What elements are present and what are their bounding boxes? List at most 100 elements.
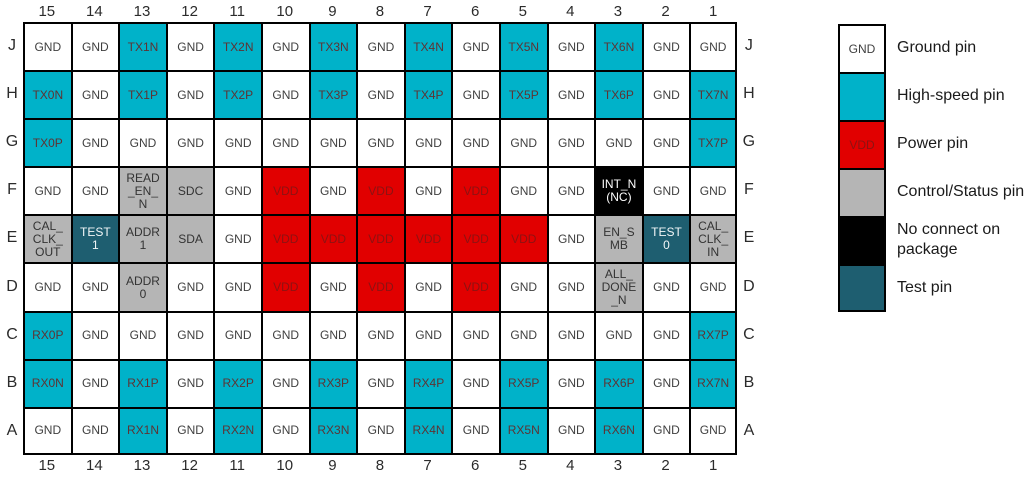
pin-cell-J13: TX1N bbox=[118, 22, 166, 71]
column-header-top-8: 8 bbox=[375, 3, 385, 20]
pin-cell-A8: GND bbox=[356, 406, 404, 455]
pin-cell-C1: RX7P bbox=[689, 310, 737, 359]
pin-cell-E4: GND bbox=[546, 214, 595, 263]
column-header-top-3: 3 bbox=[613, 3, 623, 20]
column-header-bottom-8: 8 bbox=[375, 456, 385, 474]
pin-cell-B6: GND bbox=[451, 358, 499, 407]
pin-cell-E15: CAL_ CLK_ OUT bbox=[23, 214, 71, 263]
column-header-bottom-10: 10 bbox=[276, 456, 294, 474]
row-label-right-C: C bbox=[743, 325, 755, 343]
column-header-bottom-3: 3 bbox=[613, 456, 623, 474]
pin-cell-C6: GND bbox=[451, 310, 499, 359]
column-header-bottom-11: 11 bbox=[229, 456, 245, 474]
pin-cell-H15: TX0N bbox=[23, 70, 71, 119]
pin-cell-C14: GND bbox=[70, 310, 119, 359]
pin-cell-A5: RX5N bbox=[498, 406, 547, 455]
row-label-right-D: D bbox=[743, 277, 755, 295]
legend-item-no-connect-on-package: No connect on package bbox=[838, 216, 1032, 264]
pin-cell-G4: GND bbox=[546, 118, 595, 167]
pin-cell-A10: GND bbox=[260, 406, 309, 455]
column-header-bottom-1: 1 bbox=[708, 456, 718, 474]
pin-cell-A6: GND bbox=[451, 406, 499, 455]
pin-cell-F2: GND bbox=[641, 166, 690, 215]
pin-cell-B10: GND bbox=[260, 358, 309, 407]
pin-cell-G10: GND bbox=[260, 118, 309, 167]
pin-cell-H3: TX6P bbox=[594, 70, 642, 119]
pin-cell-E7: VDD bbox=[403, 214, 452, 263]
legend-item-power-pin: VDD Power pin bbox=[838, 120, 1032, 168]
pin-cell-F9: GND bbox=[308, 166, 357, 215]
pin-cell-E2: TEST 0 bbox=[641, 214, 690, 263]
pin-cell-A12: GND bbox=[165, 406, 214, 455]
pin-cell-G1: TX7P bbox=[689, 118, 737, 167]
pin-cell-D1: GND bbox=[689, 262, 737, 311]
row-label-left-E: E bbox=[6, 229, 18, 247]
legend-label-control-status-pin: Control/Status pin bbox=[897, 183, 1025, 200]
pin-cell-B1: RX7N bbox=[689, 358, 737, 407]
pin-cell-D15: GND bbox=[23, 262, 71, 311]
pin-cell-D13: ADDR 0 bbox=[118, 262, 166, 311]
legend-item-high-speed-pin: High-speed pin bbox=[838, 72, 1032, 120]
pin-cell-D4: GND bbox=[546, 262, 595, 311]
row-label-left-F: F bbox=[7, 181, 17, 199]
legend-label-power-pin: Power pin bbox=[897, 135, 969, 152]
corner-bottom-left bbox=[1, 455, 23, 476]
legend-label-ground-pin: Ground pin bbox=[897, 39, 977, 56]
pin-cell-A7: RX4N bbox=[403, 406, 452, 455]
row-label-right-H: H bbox=[743, 85, 755, 103]
pin-cell-C8: GND bbox=[356, 310, 404, 359]
pin-cell-G13: GND bbox=[118, 118, 166, 167]
row-label-right-A: A bbox=[743, 421, 755, 439]
pin-cell-G15: TX0P bbox=[23, 118, 71, 167]
row-label-left-A: A bbox=[6, 421, 18, 439]
pin-cell-D8: VDD bbox=[356, 262, 404, 311]
legend-swatch-power-pin: VDD bbox=[838, 120, 886, 168]
pin-cell-C13: GND bbox=[118, 310, 166, 359]
column-header-bottom-9: 9 bbox=[328, 456, 337, 474]
pin-cell-A14: GND bbox=[70, 406, 119, 455]
pin-cell-J11: TX2N bbox=[213, 22, 261, 71]
row-label-left-C: C bbox=[6, 325, 18, 343]
pin-cell-F14: GND bbox=[70, 166, 119, 215]
column-header-bottom-15: 15 bbox=[38, 456, 56, 474]
pin-cell-G2: GND bbox=[641, 118, 690, 167]
pin-cell-H1: TX7N bbox=[689, 70, 737, 119]
legend-label-test-pin: Test pin bbox=[897, 279, 953, 296]
pin-cell-A11: RX2N bbox=[213, 406, 261, 455]
pin-cell-D11: GND bbox=[213, 262, 261, 311]
pin-cell-B14: GND bbox=[70, 358, 119, 407]
column-header-top-5: 5 bbox=[518, 3, 527, 20]
column-header-bottom-6: 6 bbox=[470, 456, 480, 474]
pin-cell-F6: VDD bbox=[451, 166, 499, 215]
row-label-right-B: B bbox=[743, 373, 755, 391]
pin-cell-B5: RX5P bbox=[498, 358, 547, 407]
legend-swatch-high-speed-pin bbox=[838, 72, 886, 120]
column-header-bottom-7: 7 bbox=[423, 456, 432, 474]
pin-cell-G7: GND bbox=[403, 118, 452, 167]
column-header-bottom-4: 4 bbox=[566, 456, 575, 474]
legend-item-ground-pin: GND Ground pin bbox=[838, 24, 1032, 72]
column-header-top-6: 6 bbox=[470, 3, 480, 20]
pin-cell-E1: CAL_ CLK_ IN bbox=[689, 214, 737, 263]
pin-cell-G8: GND bbox=[356, 118, 404, 167]
pin-cell-G3: GND bbox=[594, 118, 642, 167]
column-header-top-15: 15 bbox=[38, 3, 56, 20]
row-label-left-J: J bbox=[8, 37, 16, 55]
pin-cell-H13: TX1P bbox=[118, 70, 166, 119]
pin-cell-A9: RX3N bbox=[308, 406, 357, 455]
column-header-top-11: 11 bbox=[229, 3, 245, 20]
legend-swatch-control-status-pin bbox=[838, 168, 886, 216]
corner-bottom-right bbox=[737, 455, 761, 476]
pin-cell-E11: GND bbox=[213, 214, 261, 263]
column-header-top-1: 1 bbox=[708, 3, 718, 20]
pin-cell-E9: VDD bbox=[308, 214, 357, 263]
pin-cell-A4: GND bbox=[546, 406, 595, 455]
row-label-right-E: E bbox=[743, 229, 755, 247]
pin-cell-D5: GND bbox=[498, 262, 547, 311]
pin-cell-E14: TEST 1 bbox=[70, 214, 119, 263]
column-header-bottom-13: 13 bbox=[133, 456, 151, 474]
pin-cell-B3: RX6P bbox=[594, 358, 642, 407]
pin-cell-E10: VDD bbox=[260, 214, 309, 263]
pin-cell-B13: RX1P bbox=[118, 358, 166, 407]
